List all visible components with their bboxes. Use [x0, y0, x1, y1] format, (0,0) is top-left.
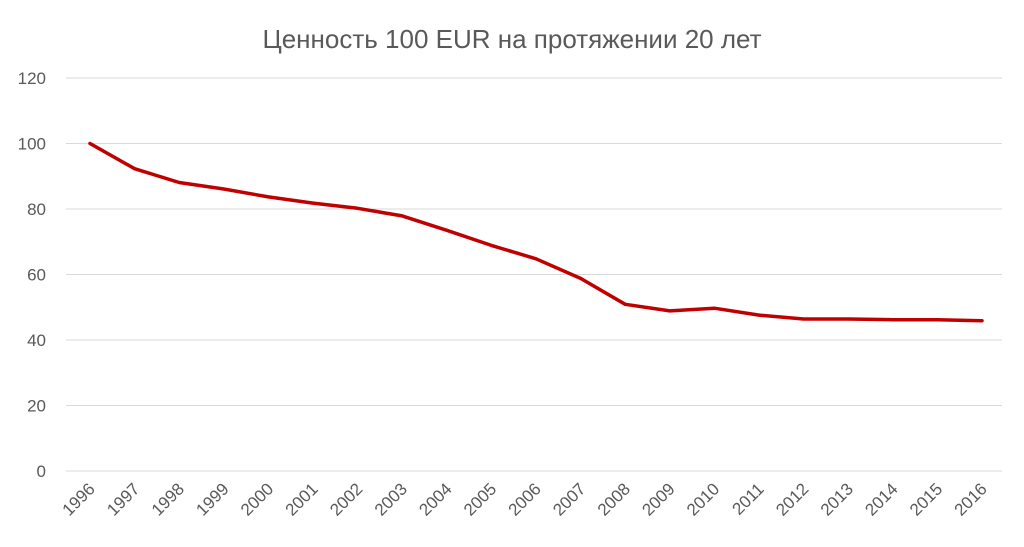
x-tick-label: 1996: [59, 479, 99, 519]
gridlines: [66, 77, 1002, 472]
x-axis-ticks: 1996 1997 1998 1999 2000 2001 2002 2003 2004 2005…: [59, 479, 991, 519]
x-tick-label: 2016: [951, 479, 991, 519]
x-tick-label: 2004: [415, 479, 455, 519]
x-tick-label: 2006: [505, 479, 545, 519]
x-tick-label: 1998: [148, 479, 188, 519]
y-tick-label: 120: [18, 69, 46, 88]
x-tick-label: 1997: [103, 479, 143, 519]
data-point-2007: [579, 276, 583, 280]
data-point-2012: [802, 317, 806, 321]
x-tick-label: 2005: [460, 479, 500, 519]
data-point-2006: [534, 257, 538, 261]
series-line-0: [88, 141, 984, 323]
data-point-2000: [266, 195, 270, 199]
data-point-2003: [400, 214, 404, 218]
data-point-2016: [980, 319, 984, 323]
data-point-2015: [935, 318, 939, 322]
y-tick-label: 80: [27, 200, 46, 219]
y-tick-label: 0: [37, 462, 46, 481]
data-point-2011: [757, 313, 761, 317]
data-point-2013: [846, 317, 850, 321]
y-tick-label: 60: [27, 266, 46, 285]
data-point-2004: [445, 228, 449, 232]
x-tick-label: 2009: [638, 479, 678, 519]
data-point-2001: [311, 201, 315, 205]
x-tick-label: 2002: [326, 479, 366, 519]
chart-title: Ценность 100 EUR на протяжении 20 лет: [262, 24, 761, 54]
data-point-2014: [891, 318, 895, 322]
data-point-1999: [222, 187, 226, 191]
x-tick-label: 2013: [817, 479, 857, 519]
x-tick-label: 2011: [729, 479, 768, 518]
x-tick-label: 2015: [906, 479, 946, 519]
data-point-1996: [88, 142, 92, 145]
x-tick-label: 2001: [282, 479, 322, 519]
x-tick-label: 2000: [237, 479, 277, 519]
data-point-2002: [356, 206, 360, 210]
data-point-1997: [133, 167, 137, 171]
x-tick-label: 2008: [594, 479, 634, 519]
x-tick-label: 2012: [772, 479, 812, 519]
x-tick-label: 2003: [371, 479, 411, 519]
x-tick-label: 2014: [861, 479, 901, 519]
x-tick-label: 2010: [683, 479, 723, 519]
x-tick-label: 1999: [192, 479, 232, 519]
data-point-2005: [489, 243, 493, 247]
data-point-2010: [712, 306, 716, 310]
series-layer: [88, 141, 984, 323]
y-tick-label: 20: [27, 397, 46, 416]
y-axis-ticks: 0 20 40 60 80 100 120: [18, 69, 46, 481]
data-point-2008: [623, 302, 627, 306]
y-tick-label: 100: [18, 135, 46, 154]
x-tick-label: 2007: [549, 479, 589, 519]
y-tick-label: 40: [27, 331, 46, 350]
data-point-1998: [177, 180, 181, 184]
data-point-2009: [668, 309, 672, 313]
